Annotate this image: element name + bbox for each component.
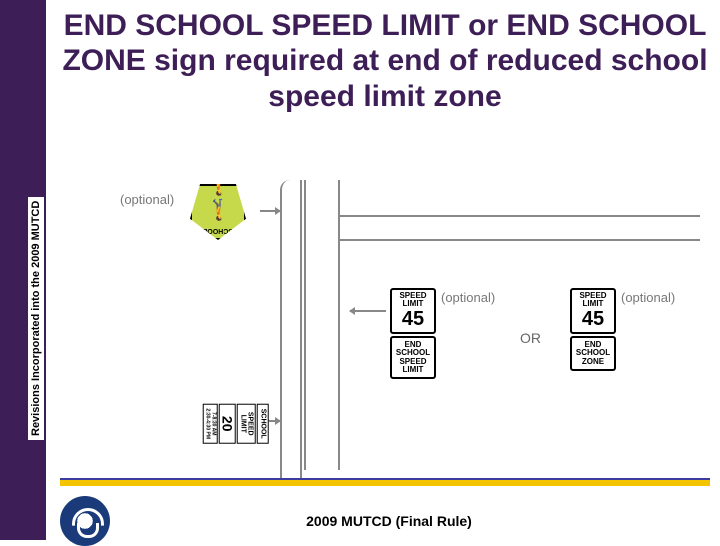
road-diagram: (optional) (optional) (optional) SCHOOL …	[60, 180, 700, 470]
footer-divider	[60, 478, 710, 486]
plate-times: 7-8:30 AM 2:30-4:30 PM	[202, 404, 217, 444]
arrow-to-school-sign	[260, 210, 280, 212]
sl-value-a: 45	[392, 309, 434, 332]
sl-value-b: 45	[572, 309, 614, 332]
optional-label-2: (optional)	[441, 290, 495, 305]
or-label: OR	[520, 330, 541, 346]
pentagon-icon: SCHOOL 🚶🚶	[190, 184, 246, 240]
footer-text: 2009 MUTCD (Final Rule)	[128, 513, 710, 529]
end-school-speed-limit-sign: END SCHOOL SPEED LIMIT	[390, 336, 436, 380]
optional-label-3: (optional)	[621, 290, 675, 305]
end-b-3: ZONE	[582, 357, 604, 366]
two-walkers-icon: 🚶🚶	[192, 172, 230, 222]
usdot-logo-icon	[60, 496, 110, 546]
road-vertical-right	[304, 180, 340, 470]
speed-limit-sign-b: SPEEDLIMIT 45	[570, 288, 616, 334]
pentagon-label: SCHOOL	[192, 227, 244, 234]
slide-title: END SCHOOL SPEED LIMIT or END SCHOOL ZON…	[60, 8, 710, 114]
plate-time-2: 2:30-4:30 PM	[205, 408, 211, 439]
plate-school: SCHOOL	[257, 404, 269, 444]
plate-time-1: 7-8:30 AM	[210, 412, 216, 435]
road-vertical-left	[280, 180, 302, 480]
school-speed-limit-sign: SCHOOL SPEED LIMIT 20 7-8:30 AM 2:30-4:3…	[201, 404, 268, 444]
end-sign-group-b: SPEEDLIMIT 45 END SCHOOL ZONE	[570, 288, 616, 373]
footer: 2009 MUTCD (Final Rule)	[60, 496, 710, 546]
plate-value: 20	[218, 404, 235, 444]
road-horizontal	[340, 215, 700, 241]
optional-label-1: (optional)	[120, 192, 174, 207]
sidebar-vertical-label: Revisions Incorporated into the 2009 MUT…	[28, 197, 44, 440]
end-sign-group-a: SPEEDLIMIT 45 END SCHOOL SPEED LIMIT	[390, 288, 436, 381]
plate-speed-limit: SPEED LIMIT	[237, 404, 256, 444]
end-school-zone-sign: END SCHOOL ZONE	[570, 336, 616, 371]
arrow-to-end-signs	[350, 310, 386, 312]
end-a-4: LIMIT	[403, 365, 424, 374]
speed-limit-sign-a: SPEEDLIMIT 45	[390, 288, 436, 334]
school-crossing-sign: SCHOOL 🚶🚶	[190, 184, 246, 240]
